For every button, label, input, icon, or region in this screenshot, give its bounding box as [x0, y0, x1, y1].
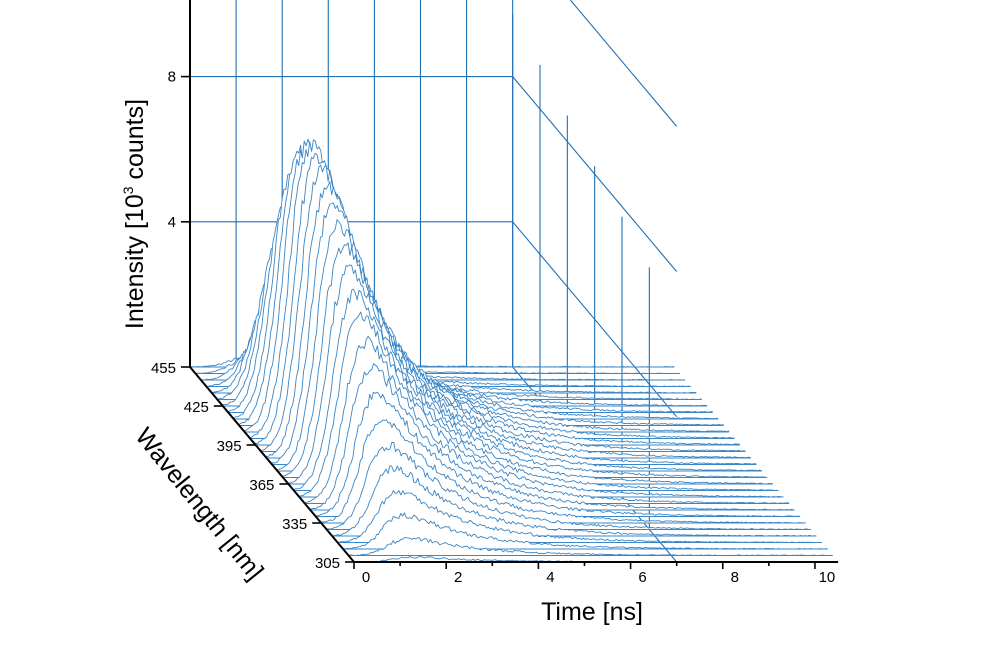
wavelength-tick-label: 365: [249, 477, 274, 494]
wavelength-tick-label: 305: [315, 555, 340, 572]
y-axis-title-superscript: 3: [120, 186, 136, 194]
trace-315nm: [342, 512, 828, 550]
x-tick-label: 8: [731, 569, 739, 586]
wavelength-axis-line: [189, 366, 355, 563]
side-wall-horizontal-gridline: [569, 0, 678, 127]
wavelength-axis-title: Wavelength [nm]: [130, 423, 269, 586]
wavelength-tick-label: 395: [217, 438, 242, 455]
trace-320nm: [337, 489, 823, 543]
x-tick-label: 6: [638, 569, 646, 586]
traces-layer: [189, 138, 839, 563]
wavelength-tick-label: 425: [184, 399, 209, 416]
y-tick-label: 8: [168, 69, 176, 86]
wavelength-tick-label: 335: [282, 516, 307, 533]
trace-310nm: [348, 537, 833, 556]
axes-layer: 02468103053353653954254554812: [151, 0, 838, 586]
wavelength-tick-label: 455: [151, 360, 176, 377]
y-tick-label: 4: [168, 214, 176, 231]
x-tick-label: 2: [454, 569, 462, 586]
x-axis-title: Time [ns]: [541, 598, 643, 626]
y-axis-title-suffix: counts]: [121, 99, 149, 187]
x-tick-label: 4: [546, 569, 554, 586]
x-tick-label: 10: [819, 569, 836, 586]
x-tick-label: 0: [362, 569, 370, 586]
y-axis-title-prefix: Intensity [10: [121, 194, 149, 329]
y-axis-title: Intensity [103 counts]: [120, 99, 149, 329]
